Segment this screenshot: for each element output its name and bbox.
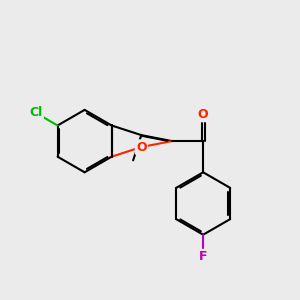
- Text: O: O: [136, 140, 147, 154]
- Text: O: O: [198, 108, 208, 121]
- Text: F: F: [199, 250, 207, 263]
- Text: Cl: Cl: [29, 106, 43, 119]
